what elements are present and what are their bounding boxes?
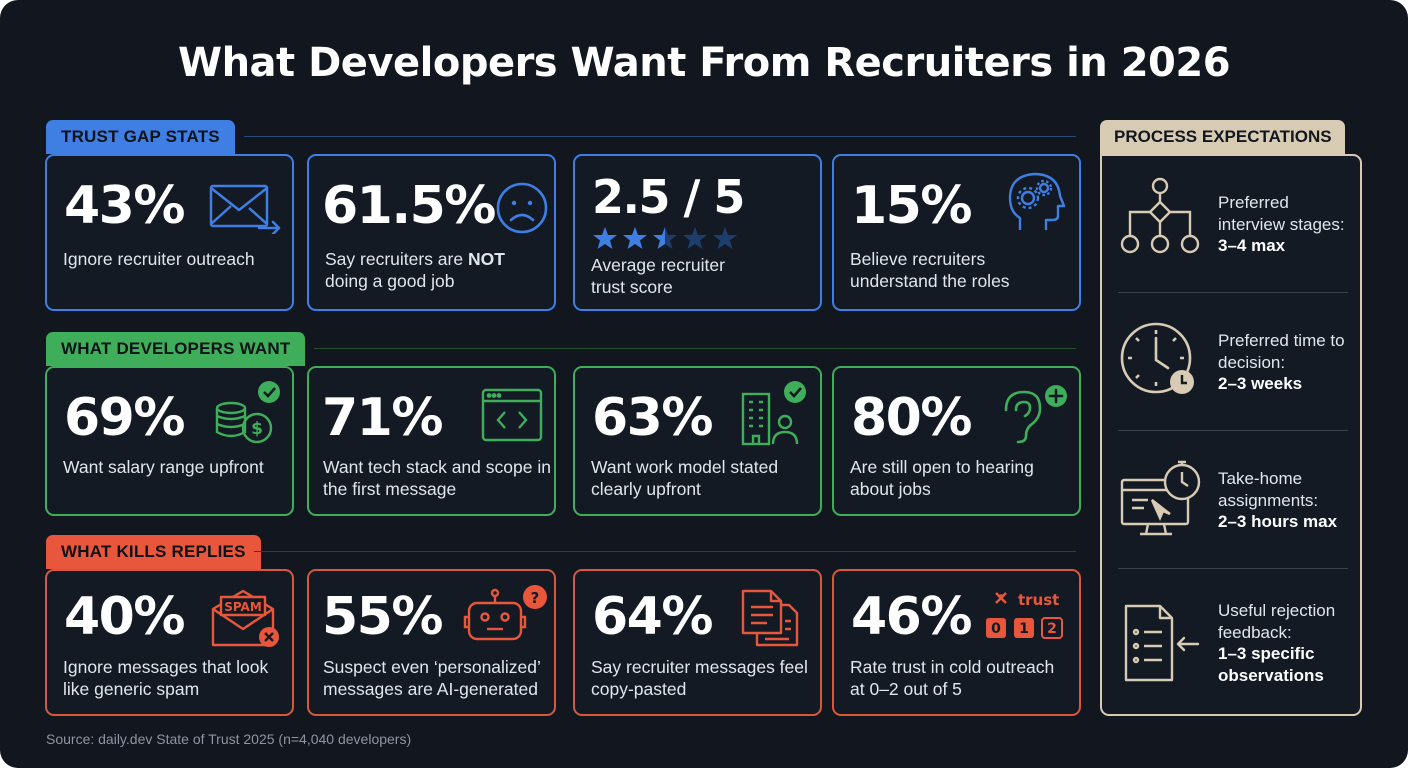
coins-check-icon: $ (213, 380, 283, 446)
stat-value: 43% (64, 176, 185, 236)
svg-text:trust: trust (1018, 591, 1059, 609)
stat-text: Want salary range upfront (63, 457, 264, 477)
process-text: Take-home assignments: 2–3 hours max (1218, 469, 1338, 531)
section-label-trust: TRUST GAP STATS (46, 120, 235, 154)
star-rating-icon (593, 226, 745, 252)
star-icon (683, 227, 707, 249)
svg-text:0: 0 (991, 621, 1001, 637)
process-item: Preferred interview stages: 3–4 max (1102, 156, 1360, 284)
stat-text: Ignore recruiter outreach (63, 249, 255, 269)
stat-text: Want work model stated clearly upfront (591, 457, 779, 499)
stat-text: Want tech stack and scope in the first m… (323, 457, 551, 499)
stat-value: 46% (851, 587, 972, 647)
stat-text: Rate trust in cold outreach at 0–2 out o… (850, 657, 1055, 699)
svg-text:?: ? (531, 589, 540, 607)
stat-card: 46% Rate trust in cold outreach at 0–2 o… (832, 569, 1081, 716)
office-person-check-icon (739, 380, 809, 446)
stat-value: 71% (322, 388, 443, 448)
star-icon (623, 227, 647, 249)
envelope-arrow-icon (209, 182, 281, 234)
process-text: Preferred time to decision: 2–3 weeks (1218, 331, 1345, 393)
spam-envelope-icon: SPAM (209, 587, 283, 651)
stat-card: 80% Are still open to hearing about jobs (832, 366, 1081, 516)
svg-text:SPAM: SPAM (224, 600, 262, 614)
stat-card: 61.5% Say recruiters are NOT doing a good… (307, 154, 556, 311)
process-panel: Preferred interview stages: 3–4 max Prefe… (1100, 154, 1362, 716)
section-divider (254, 551, 1076, 552)
stat-card: 43% Ignore recruiter outreach (45, 154, 294, 311)
head-gears-icon (1006, 170, 1066, 234)
stat-value: 40% (64, 587, 185, 647)
stat-value: 63% (592, 388, 713, 448)
clock-icon (1118, 322, 1198, 403)
stat-text: Are still open to hearing about jobs (850, 457, 1034, 499)
section-label-process: PROCESS EXPECTATIONS (1100, 120, 1345, 154)
stat-text: Say recruiter messages feel copy-pasted (591, 657, 808, 699)
robot-question-icon: ? (463, 583, 549, 647)
stat-value: 15% (851, 176, 972, 236)
process-item: Preferred time to decision: 2–3 weeks (1102, 294, 1360, 422)
trust-scale-icon: trust 0 1 2 (984, 589, 1068, 641)
divider (1118, 292, 1348, 293)
stat-card: 64% Say recruiter messages feel copy-pas… (573, 569, 822, 716)
star-icon (713, 227, 737, 249)
source-note: Source: daily.dev State of Trust 2025 (n… (46, 731, 412, 747)
ear-plus-icon (998, 380, 1070, 444)
svg-text:1: 1 (1019, 621, 1029, 637)
flowchart-icon (1118, 176, 1202, 271)
divider (1118, 568, 1348, 569)
sad-face-icon (495, 181, 549, 235)
stat-value: 61.5% (322, 176, 496, 236)
stat-text: Suspect even ‘personalized’ messages are… (323, 657, 541, 699)
stat-card: 40% Ignore messages that look like gener… (45, 569, 294, 716)
stat-card: 63% Want work model stated clearly upfro… (573, 366, 822, 516)
code-window-icon (481, 388, 543, 442)
section-divider (314, 348, 1076, 349)
section-label-kills: WHAT KILLS REPLIES (46, 535, 261, 569)
process-item: Useful rejection feedback: 1–3 specific o… (1102, 570, 1360, 698)
stat-value: 55% (322, 587, 443, 647)
stat-text: Say recruiters are NOT doing a good job (325, 249, 505, 291)
svg-text:$: $ (251, 419, 263, 439)
section-label-want: WHAT DEVELOPERS WANT (46, 332, 306, 366)
copy-documents-icon (739, 587, 801, 649)
monitor-stopwatch-icon (1118, 460, 1204, 545)
process-text: Useful rejection feedback: 1–3 specific o… (1218, 601, 1336, 685)
stat-value: 2.5 / 5 (592, 170, 745, 224)
divider (1118, 430, 1348, 431)
section-divider (244, 136, 1076, 137)
stat-value: 64% (592, 587, 713, 647)
stat-card: 71% Want tech stack and scope in the fir… (307, 366, 556, 516)
page-title: What Developers Want From Recruiters in … (177, 40, 1231, 86)
star-icon (593, 227, 617, 249)
process-text: Preferred interview stages: 3–4 max (1218, 193, 1345, 255)
stat-text: Believe recruiters understand the roles (850, 249, 1010, 291)
stat-card: 69% Want salary range upfront $ (45, 366, 294, 516)
stat-card: 55% Suspect even ‘personalized’ messages… (307, 569, 556, 716)
svg-text:2: 2 (1047, 621, 1057, 637)
stat-value: 80% (851, 388, 972, 448)
stat-text: Ignore messages that look like generic s… (63, 657, 269, 699)
feedback-document-icon (1118, 602, 1204, 689)
stat-card: 15% Believe recruiters understand the ro… (832, 154, 1081, 311)
process-item: Take-home assignments: 2–3 hours max (1102, 432, 1360, 560)
stat-value: 69% (64, 388, 185, 448)
stat-card: 2.5 / 5 Average recruiter trust score (573, 154, 822, 311)
half-star-icon (653, 227, 677, 249)
stat-text: Average recruiter trust score (591, 255, 725, 297)
